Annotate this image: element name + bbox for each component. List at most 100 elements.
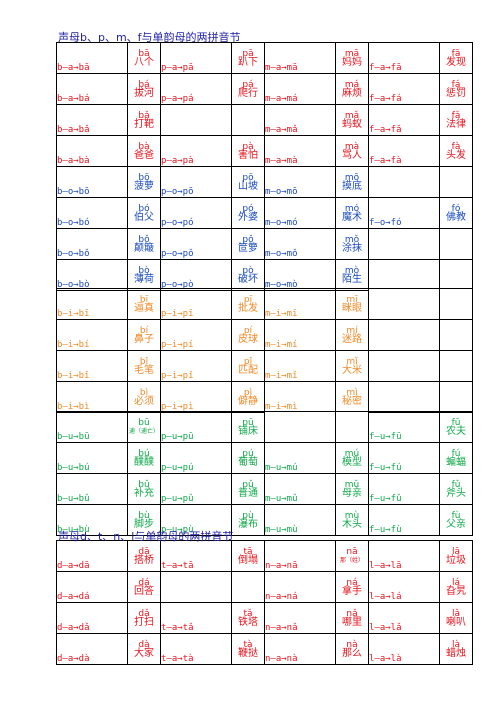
pinyin-syllable: bǔ (138, 479, 150, 490)
pinyin-syllable: mā (344, 48, 360, 59)
example-word: 魔术 (342, 211, 362, 223)
word-cell: bú 醭醭 (127, 442, 161, 474)
spelling-formula: d—a→dá (56, 571, 128, 603)
pinyin-syllable: pí (243, 325, 253, 336)
example-word: 匹配 (238, 364, 258, 376)
table-row: b—u→bǔ bǔ 补充 p—u→pǔ pǔ 普通 m—u→mǔ mǔ 母亲 f—u→fǔ fǔ 斧头 (56, 473, 473, 505)
spelling-formula: b—u→bú (56, 442, 128, 474)
example-word: 蝙蝠 (446, 456, 466, 468)
spelling-formula: t—a→tà (160, 633, 232, 665)
example-word: 母亲 (342, 487, 362, 499)
pinyin-syllable: fù (451, 510, 461, 521)
word-cell: mó 魔术 (335, 197, 369, 229)
word-cell: bǎ 打靶 (127, 104, 161, 136)
pinyin-syllable: là (451, 639, 460, 650)
section-u-table: b—u→bū bū 逋（逋亡） p—u→pū pū 铺床 f—u→fū fū 农夫 b—u→bú b… (56, 411, 473, 536)
example-word: 倒塌 (238, 554, 258, 566)
pinyin-syllable: dǎ (138, 608, 150, 619)
pinyin-syllable: fū (451, 417, 461, 428)
example-word: 涂抹 (342, 242, 362, 254)
example-word: 法律 (446, 118, 466, 130)
example-word: 醭醭 (134, 456, 154, 468)
pinyin-syllable: pà (242, 141, 254, 152)
spelling-formula: f—u→fū (368, 411, 440, 443)
example-word: 普通 (238, 487, 258, 499)
spelling-formula: f—o→fó (368, 197, 440, 229)
empty-cell (439, 259, 473, 291)
pinyin-syllable: bì (139, 387, 149, 398)
word-cell: bí 鼻子 (127, 319, 161, 351)
word-cell: pò 破坏 (231, 259, 265, 291)
spelling-formula: d—a→dà (56, 633, 128, 665)
example-word: 陌生 (342, 273, 362, 285)
example-word: 害怕 (238, 149, 258, 161)
spelling-formula: d—a→dā (56, 540, 128, 572)
word-cell: fó 佛教 (439, 197, 473, 229)
word-cell: pù 瀑布 (231, 504, 265, 536)
spelling-formula: m—o→mō (264, 166, 336, 198)
word-cell: nǎ 哪里 (335, 602, 369, 634)
word-cell: lá 旮旯 (439, 571, 473, 603)
spelling-formula: b—a→bá (56, 73, 128, 105)
word-cell: fù 父亲 (439, 504, 473, 536)
empty-cell (439, 288, 473, 320)
example-word: 打靶 (134, 118, 154, 130)
spelling-formula: b—u→bù (56, 504, 128, 536)
spelling-formula: p—o→pò (160, 259, 232, 291)
example-word: 笸箩 (238, 242, 258, 254)
word-cell: lǎ 喇叭 (439, 602, 473, 634)
example-word: 蚂蚁 (342, 118, 362, 130)
spelling-formula: b—o→bō (56, 166, 128, 198)
pinyin-syllable: nā (346, 546, 358, 557)
example-word: 喇叭 (446, 616, 466, 628)
example-word: 山坡 (238, 180, 258, 192)
spelling-formula: f—a→fā (368, 42, 440, 74)
example-word: 哪里 (342, 616, 362, 628)
example-word: 秘密 (342, 395, 362, 407)
empty-cell (160, 571, 232, 603)
table-row: d—a→dà dà 大家 t—a→tà tà 鞭挞 n—a→nà nà 那么 l—a→là là 蜡烛 (56, 633, 473, 665)
spelling-formula: f—u→fú (368, 442, 440, 474)
table-row: d—a→dá dá 回答 n—a→ná ná 拿手 l—a→lá lá 旮旯 (56, 571, 473, 603)
pinyin-syllable: mǐ (346, 356, 358, 367)
spelling-formula: t—a→tǎ (160, 602, 232, 634)
spelling-formula: m—i→mǐ (264, 350, 336, 382)
pinyin-syllable: bí (139, 325, 149, 336)
empty-cell (264, 411, 336, 443)
spelling-formula: b—a→bǎ (56, 104, 128, 136)
word-cell: fà 头发 (439, 135, 473, 167)
pinyin-syllable: fǔ (451, 479, 461, 490)
word-cell: bó 伯父 (127, 197, 161, 229)
word-cell: pū 铺床 (231, 411, 265, 443)
pinyin-syllable: pǐ (243, 356, 253, 367)
word-cell: mǒ 涂抹 (335, 228, 369, 260)
pinyin-syllable: bī (139, 294, 149, 305)
pinyin-syllable: pǒ (242, 234, 254, 245)
example-word: 皮球 (238, 333, 258, 345)
word-cell: mú 模型 (335, 442, 369, 474)
word-cell: fū 农夫 (439, 411, 473, 443)
example-word: 斧头 (446, 487, 466, 499)
word-cell: tǎ 铁塔 (231, 602, 265, 634)
word-cell: nā 那（姓） (335, 540, 369, 572)
example-word: 必须 (134, 395, 154, 407)
word-cell: fú 蝙蝠 (439, 442, 473, 474)
spelling-formula: n—a→nà (264, 633, 336, 665)
pinyin-syllable: mì (346, 387, 358, 398)
spelling-formula: m—a→mà (264, 135, 336, 167)
spelling-formula: d—a→dǎ (56, 602, 128, 634)
spelling-formula: m—a→mā (264, 42, 336, 74)
example-word: 迷路 (342, 333, 362, 345)
spelling-formula: f—a→fǎ (368, 104, 440, 136)
example-word: 拔河 (134, 87, 154, 99)
word-cell: dà 大家 (127, 633, 161, 665)
pinyin-syllable: tà (243, 639, 253, 650)
word-cell: pà 害怕 (231, 135, 265, 167)
example-word: 趴下 (238, 56, 258, 68)
table-row: b—a→bǎ bǎ 打靶 m—a→mǎ mǎ 蚂蚁 f—a→fǎ fǎ 法律 (56, 104, 473, 136)
spelling-formula: p—o→pǒ (160, 228, 232, 260)
example-word: 伯父 (134, 211, 154, 223)
word-cell: bǐ 毛笔 (127, 350, 161, 382)
pinyin-syllable: bù (138, 510, 150, 521)
word-cell: pǔ 普通 (231, 473, 265, 505)
